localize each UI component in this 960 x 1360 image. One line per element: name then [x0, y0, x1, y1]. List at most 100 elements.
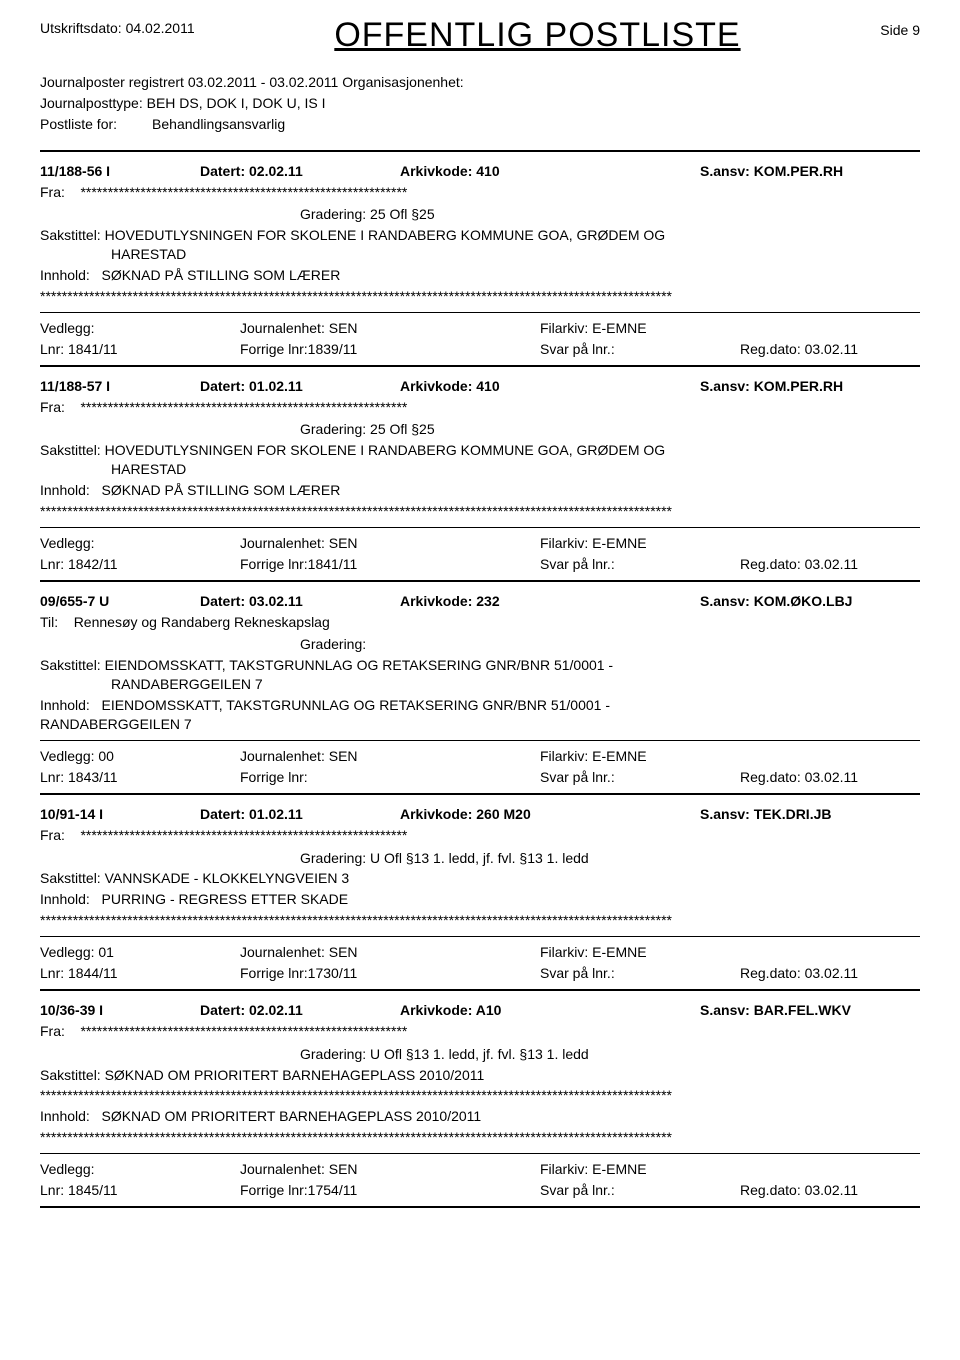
entry-regdato: Reg.dato: 03.02.11 [740, 1181, 920, 1200]
entry-vedlegg: Vedlegg: 01 [40, 943, 240, 962]
entry-from: Fra: ***********************************… [40, 398, 920, 417]
thin-rule [40, 936, 920, 937]
meta-line-1: Journalposter registrert 03.02.2011 - 03… [40, 73, 920, 92]
stars-row: ****************************************… [40, 502, 920, 521]
entry-sakstittel: Sakstittel: SØKNAD OM PRIORITERT BARNEHA… [40, 1066, 920, 1085]
entry-from: Fra: ***********************************… [40, 183, 920, 202]
entry-forrige-lnr: Forrige lnr:1839/11 [240, 340, 540, 359]
page: Utskriftsdato: 04.02.2011 OFFENTLIG POST… [0, 0, 960, 1360]
entry-vedlegg-row: Vedlegg: Journalenhet: SENFilarkiv: E-EM… [40, 1160, 920, 1179]
entry-datert: Datert: 03.02.11 [200, 592, 400, 611]
meta-line-3: Postliste for: Behandlingsansvarlig [40, 115, 920, 134]
entry-filarkiv: Filarkiv: E-EMNE [540, 319, 920, 338]
print-date-value: 04.02.2011 [126, 20, 195, 36]
entry-innhold: Innhold: SØKNAD PÅ STILLING SOM LÆRER [40, 481, 920, 500]
entry-sakstittel: Sakstittel: HOVEDUTLYSNINGEN FOR SKOLENE… [40, 226, 920, 264]
stars-row: ****************************************… [40, 911, 920, 930]
entry-header-row: 11/188-57 IDatert: 01.02.11Arkivkode: 41… [40, 377, 920, 396]
thin-rule [40, 740, 920, 741]
entry-journalenhet: Journalenhet: SEN [240, 747, 540, 766]
entry-forrige-lnr: Forrige lnr: [240, 768, 540, 787]
entry-lnr-row: Lnr: 1844/11Forrige lnr:1730/11Svar på l… [40, 964, 920, 983]
entry-forrige-lnr: Forrige lnr:1841/11 [240, 555, 540, 574]
entry-filarkiv: Filarkiv: E-EMNE [540, 747, 920, 766]
entry-arkiv: Arkivkode: 410 [400, 377, 700, 396]
page-title: OFFENTLIG POSTLISTE [195, 16, 881, 55]
entry-id: 10/36-39 I [40, 1001, 200, 1020]
entry-sakstittel: Sakstittel: HOVEDUTLYSNINGEN FOR SKOLENE… [40, 441, 920, 479]
entry-gradering: Gradering: [300, 635, 920, 654]
entry-filarkiv: Filarkiv: E-EMNE [540, 534, 920, 553]
entry-svar: Svar på lnr.: [540, 1181, 740, 1200]
entry-vedlegg: Vedlegg: 00 [40, 747, 240, 766]
thin-rule [40, 312, 920, 313]
entry-journalenhet: Journalenhet: SEN [240, 1160, 540, 1179]
entry-lnr-row: Lnr: 1842/11Forrige lnr:1841/11Svar på l… [40, 555, 920, 574]
entry-lnr-row: Lnr: 1845/11Forrige lnr:1754/11Svar på l… [40, 1181, 920, 1200]
entry: 11/188-57 IDatert: 01.02.11Arkivkode: 41… [40, 367, 920, 582]
entry-vedlegg: Vedlegg: [40, 1160, 240, 1179]
entry-lnr: Lnr: 1841/11 [40, 340, 240, 359]
meta-jp-value: BEH DS, DOK I, DOK U, IS I [147, 95, 326, 111]
entry-lnr-row: Lnr: 1843/11Forrige lnr:Svar på lnr.: Re… [40, 768, 920, 787]
entry-journalenhet: Journalenhet: SEN [240, 319, 540, 338]
meta-reg-label: Journalposter registrert [40, 74, 184, 90]
entry-svar: Svar på lnr.: [540, 964, 740, 983]
entry-journalenhet: Journalenhet: SEN [240, 943, 540, 962]
entry-to: Til: Rennesøy og Randaberg Rekneskapslag [40, 613, 920, 632]
meta-jp-label: Journalposttype: [40, 95, 143, 111]
side-value: 9 [912, 22, 920, 38]
entry-ansv: S.ansv: KOM.PER.RH [700, 162, 920, 181]
entry-arkiv: Arkivkode: 260 M20 [400, 805, 700, 824]
meta-reg-range: 03.02.2011 - 03.02.2011 [188, 74, 339, 90]
entry-innhold: Innhold: EIENDOMSSKATT, TAKSTGRUNNLAG OG… [40, 696, 920, 734]
meta-pl-label: Postliste for: [40, 116, 117, 132]
entry-id: 11/188-56 I [40, 162, 200, 181]
entry-regdato: Reg.dato: 03.02.11 [740, 768, 920, 787]
header: Utskriftsdato: 04.02.2011 OFFENTLIG POST… [40, 20, 920, 55]
entry: 11/188-56 IDatert: 02.02.11Arkivkode: 41… [40, 152, 920, 367]
meta-block: Journalposter registrert 03.02.2011 - 03… [40, 73, 920, 134]
meta-line-2: Journalposttype: BEH DS, DOK I, DOK U, I… [40, 94, 920, 113]
entry-id: 11/188-57 I [40, 377, 200, 396]
entry-id: 09/655-7 U [40, 592, 200, 611]
print-date-label: Utskriftsdato: [40, 20, 122, 36]
print-date: Utskriftsdato: 04.02.2011 [40, 20, 195, 36]
entry-svar: Svar på lnr.: [540, 340, 740, 359]
entry-innhold: Innhold: SØKNAD PÅ STILLING SOM LÆRER [40, 266, 920, 285]
entry-forrige-lnr: Forrige lnr:1730/11 [240, 964, 540, 983]
entry-sakstittel-cont: RANDABERGGEILEN 7 [111, 676, 263, 692]
page-number: Side 9 [880, 20, 920, 38]
entry-lnr: Lnr: 1844/11 [40, 964, 240, 983]
entry-ansv: S.ansv: BAR.FEL.WKV [700, 1001, 920, 1020]
entry-gradering: Gradering: U Ofl §13 1. ledd, jf. fvl. §… [300, 849, 920, 868]
entry-vedlegg-row: Vedlegg: 00Journalenhet: SENFilarkiv: E-… [40, 747, 920, 766]
entry-sakstittel-cont: HARESTAD [111, 246, 186, 262]
entry-datert: Datert: 01.02.11 [200, 377, 400, 396]
entry-sakstittel: Sakstittel: VANNSKADE - KLOKKELYNGVEIEN … [40, 869, 920, 888]
entry-datert: Datert: 02.02.11 [200, 162, 400, 181]
entry-forrige-lnr: Forrige lnr:1754/11 [240, 1181, 540, 1200]
entry-lnr: Lnr: 1842/11 [40, 555, 240, 574]
entry-gradering: Gradering: U Ofl §13 1. ledd, jf. fvl. §… [300, 1045, 920, 1064]
entry-header-row: 09/655-7 UDatert: 03.02.11Arkivkode: 232… [40, 592, 920, 611]
entry-svar: Svar på lnr.: [540, 555, 740, 574]
entry-ansv: S.ansv: KOM.ØKO.LBJ [700, 592, 920, 611]
entry-sakstittel: Sakstittel: EIENDOMSSKATT, TAKSTGRUNNLAG… [40, 656, 920, 694]
entry-vedlegg-row: Vedlegg: 01Journalenhet: SENFilarkiv: E-… [40, 943, 920, 962]
meta-org-label: Organisasjonenhet: [342, 74, 463, 90]
entry-lnr: Lnr: 1845/11 [40, 1181, 240, 1200]
entry-gradering: Gradering: 25 Ofl §25 [300, 420, 920, 439]
entry-ansv: S.ansv: KOM.PER.RH [700, 377, 920, 396]
entry: 10/36-39 IDatert: 02.02.11Arkivkode: A10… [40, 991, 920, 1208]
entry-svar: Svar på lnr.: [540, 768, 740, 787]
entry-vedlegg-row: Vedlegg: Journalenhet: SENFilarkiv: E-EM… [40, 319, 920, 338]
thin-rule [40, 527, 920, 528]
entry-regdato: Reg.dato: 03.02.11 [740, 964, 920, 983]
side-label: Side [880, 22, 908, 38]
entry-innhold: Innhold: SØKNAD OM PRIORITERT BARNEHAGEP… [40, 1107, 920, 1126]
entry-gradering: Gradering: 25 Ofl §25 [300, 205, 920, 224]
entry: 09/655-7 UDatert: 03.02.11Arkivkode: 232… [40, 582, 920, 795]
entry-from: Fra: ***********************************… [40, 826, 920, 845]
entry-filarkiv: Filarkiv: E-EMNE [540, 943, 920, 962]
